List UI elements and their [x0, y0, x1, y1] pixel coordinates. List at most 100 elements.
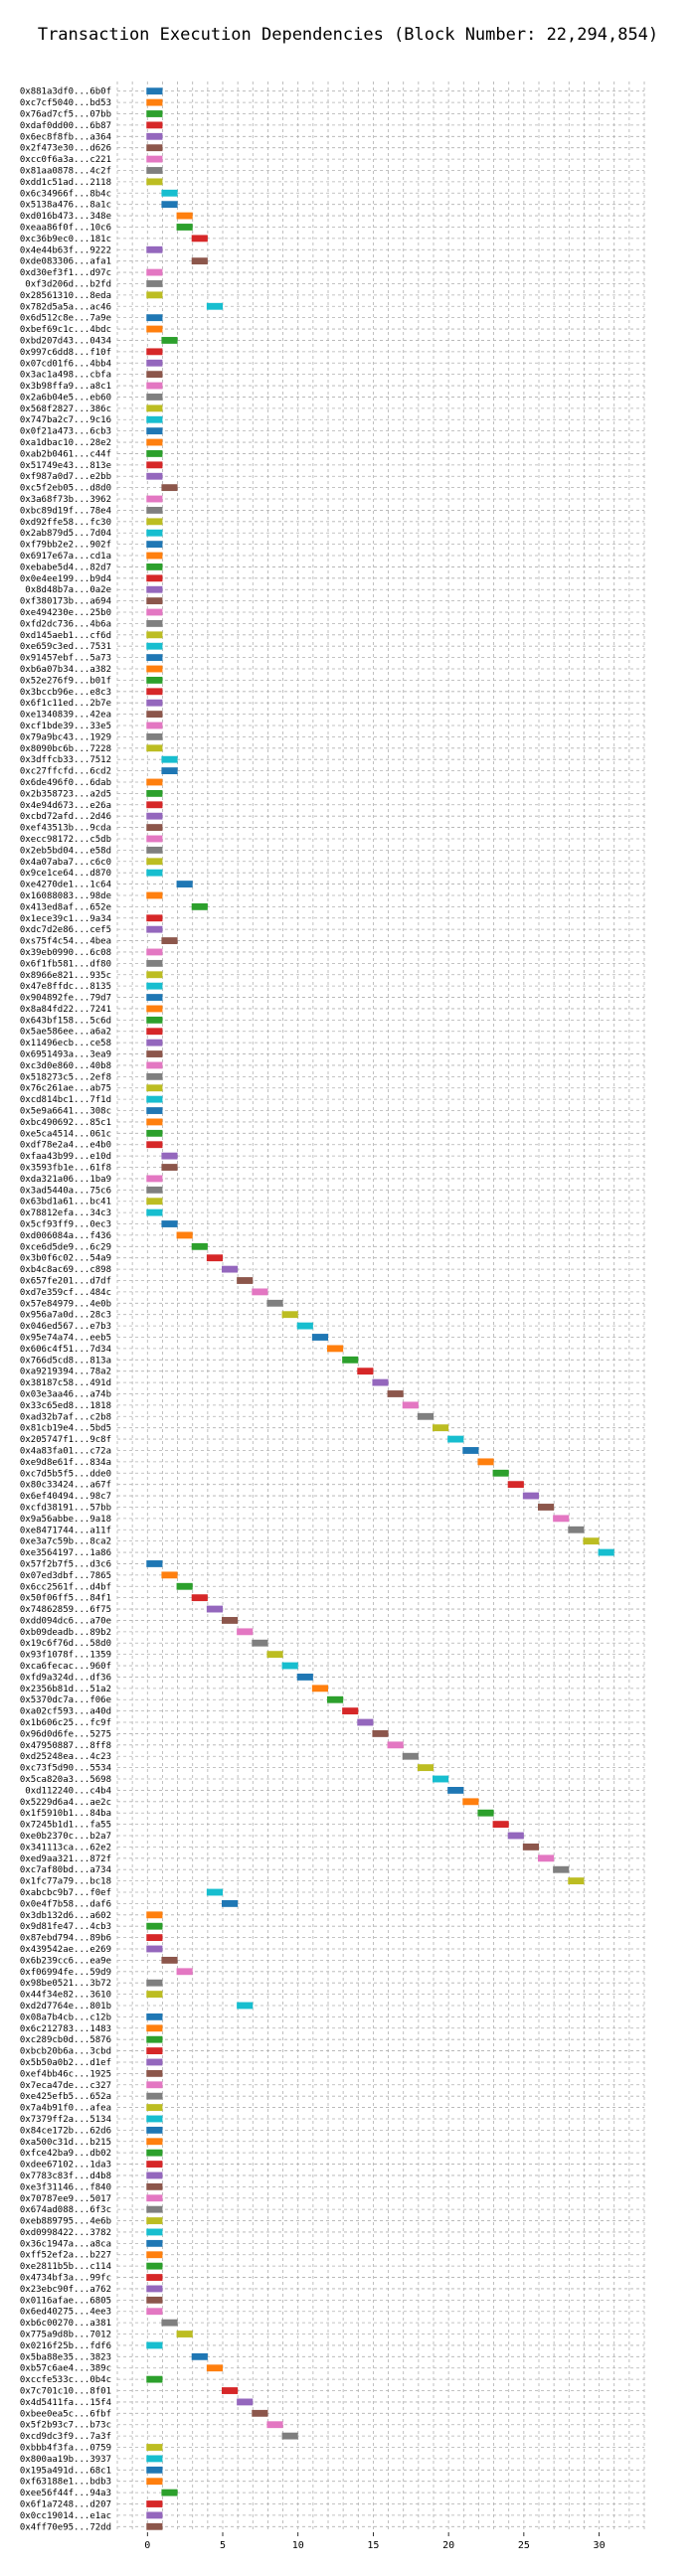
y-tick-label: 0xeaa86f0f...10c6 — [20, 223, 111, 233]
bar — [252, 2409, 268, 2417]
bar — [146, 688, 163, 696]
y-tick-label: 0x195a491d...68c1 — [20, 2466, 111, 2476]
y-tick-label: 0x95e74a74...eeb5 — [20, 1333, 111, 1343]
bar — [146, 1186, 163, 1194]
y-tick-label: 0x881a3df0...6b0f — [20, 87, 111, 97]
bar — [327, 1695, 344, 1703]
y-tick-label: 0xbd207d43...0434 — [20, 336, 111, 346]
x-tick-label: 30 — [594, 2540, 606, 2551]
y-tick-label: 0x4ff70e95...72dd — [20, 2522, 111, 2532]
y-tick-label: 0xe2811b5b...c114 — [20, 2262, 111, 2272]
y-tick-label: 0x5e9a6641...308c — [20, 1107, 111, 1117]
y-tick-label: 0x518273c5...2ef8 — [20, 1072, 111, 1082]
y-tick-label: 0xbc89d19f...78e4 — [20, 506, 111, 516]
bar — [146, 858, 163, 866]
bar — [146, 2455, 163, 2463]
bar — [146, 1991, 163, 1999]
bar — [161, 1164, 178, 1171]
bar — [146, 371, 163, 379]
bar — [146, 518, 163, 526]
y-tick-label: 0x84ce172b...62d6 — [20, 2126, 111, 2136]
y-tick-label: 0x39eb0990...6c08 — [20, 948, 111, 958]
bar — [146, 948, 163, 956]
bar — [176, 1968, 193, 1976]
bar — [146, 268, 163, 276]
bar — [146, 789, 163, 797]
y-tick-label: 0xdee67102...1da3 — [20, 2161, 111, 2171]
bar — [176, 881, 193, 887]
y-tick-label: 0x70787ee9...5017 — [20, 2194, 111, 2204]
y-tick-label: 0xe3a7c59b...8ca2 — [20, 1537, 111, 1547]
y-tick-label: 0x91457ebf...5a73 — [20, 654, 111, 664]
bar — [146, 2012, 163, 2020]
y-tick-label: 0x2ab879d5...7d04 — [20, 529, 111, 539]
bar — [146, 541, 163, 549]
bar — [206, 1254, 223, 1262]
bar — [222, 2387, 239, 2394]
y-tick-label: 0x5370dc7a...f06e — [20, 1695, 111, 1705]
y-tick-label: 0x87ebd794...89b6 — [20, 1934, 111, 1944]
bar — [206, 302, 223, 310]
y-tick-label: 0x8a84fd22...7241 — [20, 1005, 111, 1015]
bar — [161, 755, 178, 763]
y-tick-label: 0xb6a07b34...a382 — [20, 665, 111, 675]
bar — [146, 1016, 163, 1024]
y-tick-label: 0x6b239cc6...ea9e — [20, 1956, 111, 1966]
bar — [176, 1582, 193, 1590]
bar — [146, 846, 163, 854]
y-tick-label: 0x6cc2561f...d4bf — [20, 1582, 111, 1592]
y-tick-label: 0xfd9a324d...df36 — [20, 1673, 111, 1683]
bar — [311, 1685, 328, 1692]
bar — [522, 1492, 539, 1500]
y-tick-label: 0xb57c6ae4...389c — [20, 2364, 111, 2374]
x-tick-label: 20 — [442, 2540, 454, 2551]
y-tick-label: 0xf63188e1...bdb3 — [20, 2478, 111, 2488]
y-tick-label: 0x3dffcb33...7512 — [20, 755, 111, 765]
bar — [206, 1605, 223, 1613]
y-tick-label: 0x5ae586ee...a6a2 — [20, 1028, 111, 1038]
y-tick-label: 0xe494230e...25b0 — [20, 608, 111, 618]
bar — [161, 189, 178, 197]
bar — [146, 382, 163, 390]
y-tick-label: 0xcc0f6a3a...c221 — [20, 155, 111, 165]
y-tick-label: 0x6f1fb581...df80 — [20, 959, 111, 969]
bar — [146, 1050, 163, 1057]
y-tick-label: 0x6de496f0...6dab — [20, 778, 111, 788]
y-tick-label: 0xs75f4c54...4bea — [20, 937, 111, 947]
y-tick-label: 0x6f1c11ed...2b7e — [20, 699, 111, 709]
bar — [146, 2172, 163, 2179]
y-tick-label: 0x997c6dd8...f10f — [20, 348, 111, 358]
bar — [146, 1175, 163, 1183]
bar — [222, 1899, 239, 1907]
bar — [296, 1674, 313, 1681]
y-tick-label: 0x3b98ffa9...a8c1 — [20, 382, 111, 392]
y-tick-label: 0xef4bb46c...1925 — [20, 2069, 111, 2079]
y-tick-label: 0xe3f31146...f840 — [20, 2182, 111, 2192]
bar — [146, 2092, 163, 2100]
y-tick-label: 0x6951493a...3ea9 — [20, 1050, 111, 1060]
bar — [342, 1707, 359, 1715]
bar — [222, 1265, 239, 1273]
y-tick-label: 0x4a83fa01...c72a — [20, 1446, 111, 1456]
y-tick-label: 0x6c212783...1483 — [20, 2024, 111, 2034]
y-tick-label: 0xde083306...afa1 — [20, 257, 111, 267]
bar — [492, 1821, 509, 1829]
y-tick-label: 0x1f5910b1...84ba — [20, 1809, 111, 1819]
bar — [146, 2058, 163, 2066]
bar — [146, 2375, 163, 2383]
y-tick-label: 0xf380173b...a694 — [20, 597, 111, 607]
bar — [417, 1412, 434, 1420]
y-tick-label: 0x6917e67a...cd1a — [20, 552, 111, 562]
bar — [387, 1390, 404, 1397]
y-tick-label: 0x16088083...98de — [20, 891, 111, 901]
y-tick-label: 0xd016b473...348e — [20, 212, 111, 222]
y-tick-label: 0x0f21a473...6cb3 — [20, 427, 111, 437]
bar — [146, 642, 163, 650]
bar — [568, 1877, 585, 1885]
y-tick-label: 0xf79bb2e2...902f — [20, 541, 111, 551]
bar — [146, 597, 163, 605]
bar — [553, 1865, 570, 1873]
bar — [146, 1005, 163, 1013]
y-tick-label: 0xca6fecac...960f — [20, 1662, 111, 1672]
y-tick-label: 0x5229d6a4...ae2c — [20, 1798, 111, 1808]
